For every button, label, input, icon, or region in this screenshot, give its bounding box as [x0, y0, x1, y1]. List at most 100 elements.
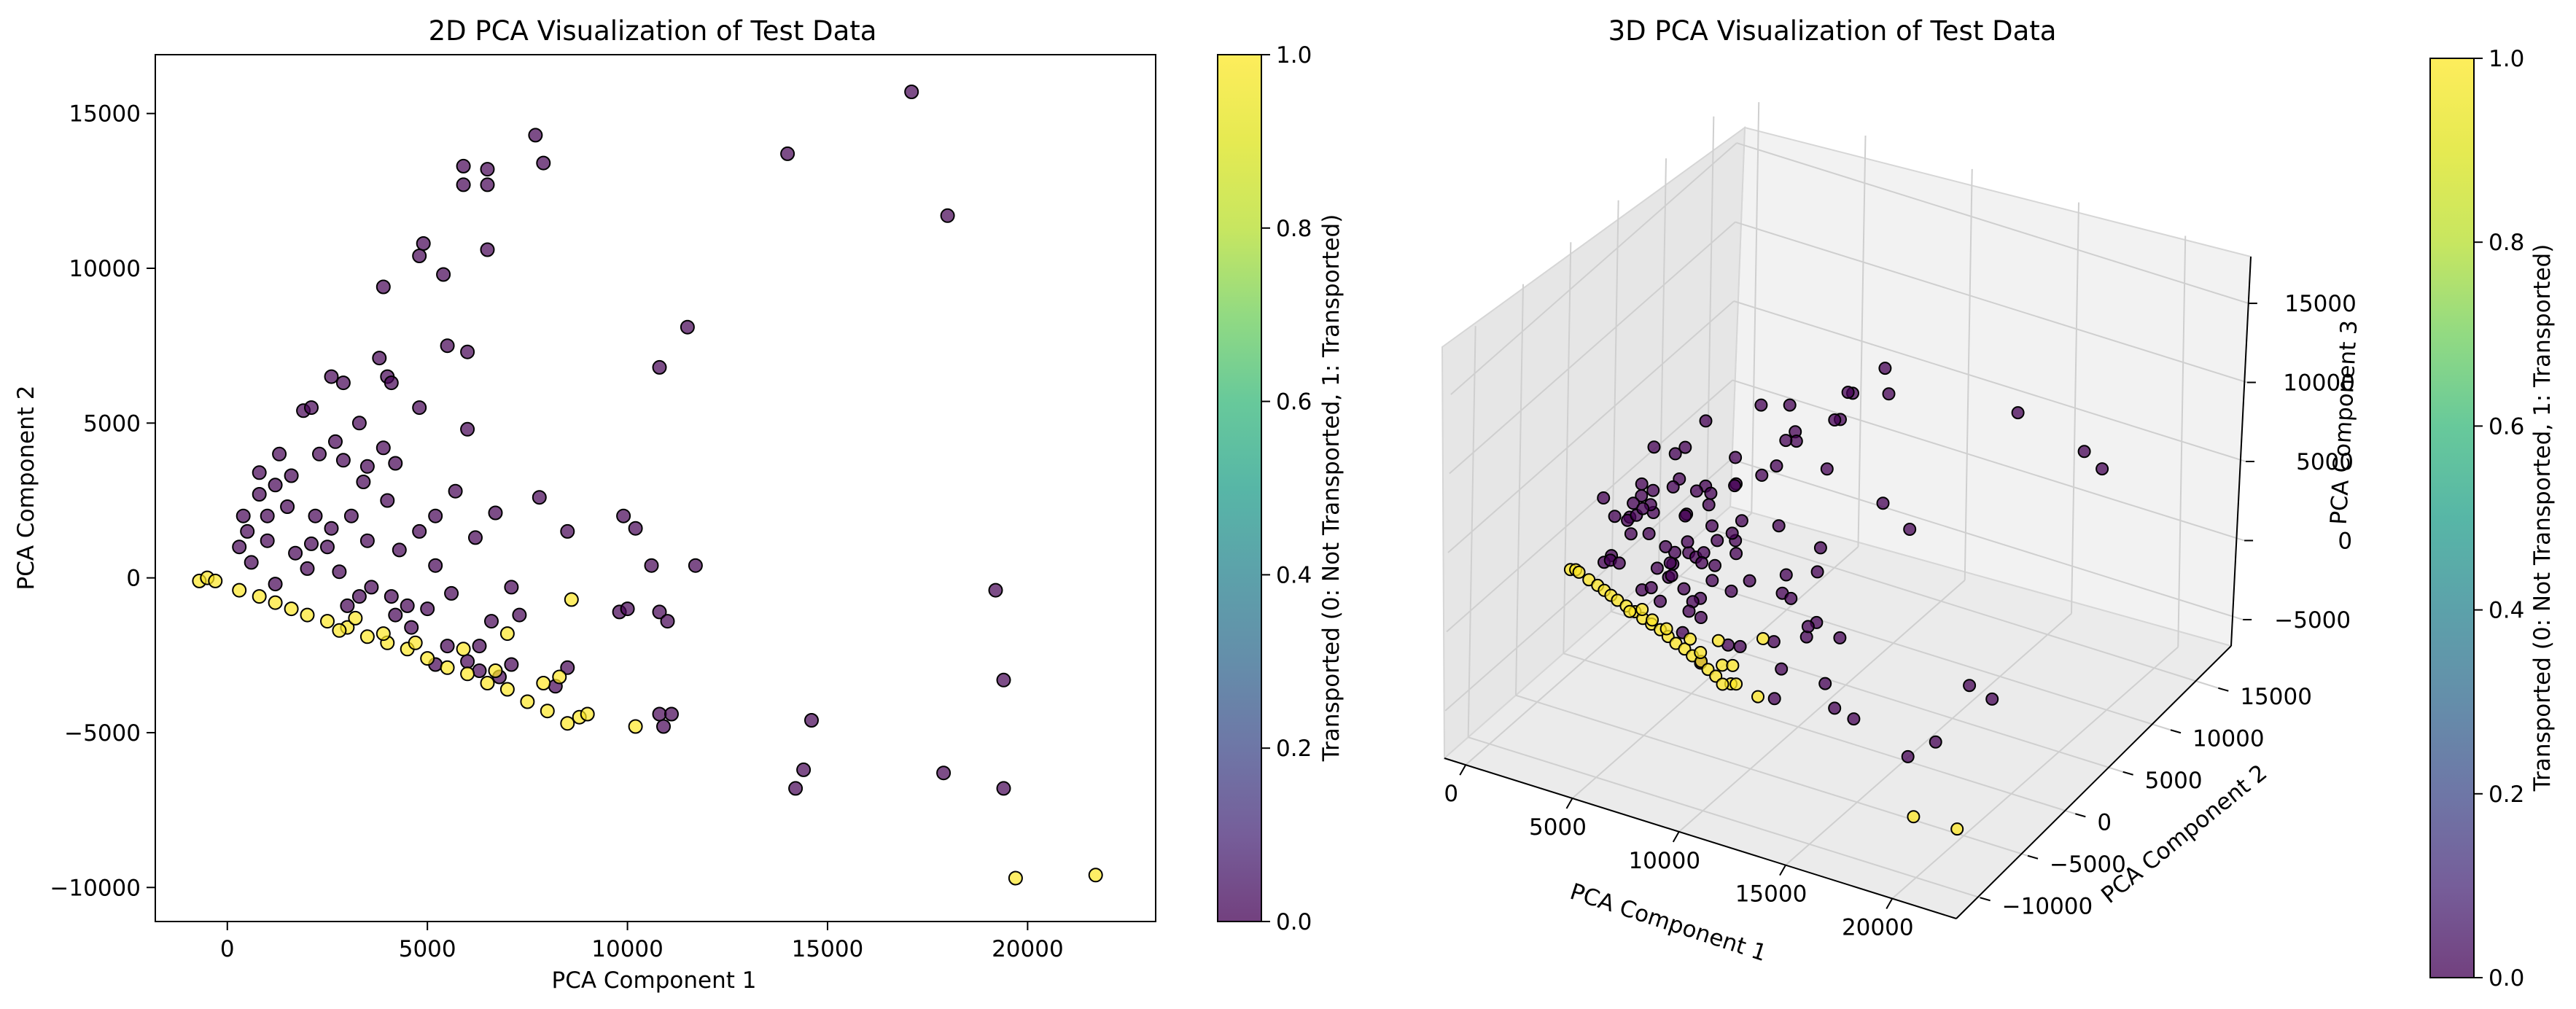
point-2d-not-transported [528, 128, 543, 143]
point-2d-not-transported [936, 765, 952, 781]
gridline [1733, 300, 2246, 462]
point-3d-not-transported [1985, 692, 1999, 706]
x3-tick-label: 0 [1444, 781, 1458, 807]
gridline [1515, 694, 2028, 857]
point-2d-transported [564, 592, 579, 607]
point-2d-not-transported [512, 607, 527, 623]
z3-tick-label: 0 [2338, 528, 2352, 554]
axis-3d-z-line [2230, 256, 2252, 647]
point-3d-not-transported [1929, 735, 1942, 749]
point-2d-transported [420, 651, 435, 666]
point-3d-not-transported [1755, 468, 1769, 482]
chart-3d-points [1563, 362, 2109, 836]
point-3d-not-transported [1724, 584, 1738, 598]
x3-tick-mark [1672, 831, 1680, 843]
point-3d-not-transported [1733, 639, 1747, 653]
colorbar-tick-label: 0.4 [2489, 598, 2524, 624]
point-3d-not-transported [1767, 692, 1781, 706]
point-3d-not-transported [1702, 498, 1716, 512]
y3-tick-label: 0 [2097, 809, 2112, 835]
y-tick-label: −5000 [64, 720, 141, 747]
x3-tick-mark [1565, 798, 1573, 809]
point-3d-not-transported [2077, 445, 2091, 459]
point-2d-not-transported [372, 351, 387, 366]
point-3d-not-transported [1695, 556, 1708, 569]
point-2d-not-transported [472, 663, 487, 678]
point-2d-not-transported [332, 564, 347, 580]
gridline [1450, 142, 1738, 395]
point-3d-not-transported [1729, 547, 1743, 561]
point-2d-transported [552, 669, 567, 685]
point-3d-not-transported [2011, 406, 2025, 420]
point-2d-not-transported [308, 508, 323, 523]
colorbar-tick-label: 0.6 [2489, 413, 2524, 440]
gridline [1447, 300, 1735, 553]
point-2d-not-transported [480, 177, 495, 192]
point-2d-transported [408, 635, 423, 650]
colorbar-3d-frame [2429, 58, 2475, 978]
point-2d-not-transported [412, 400, 427, 416]
chart-2d-y-ticks: −10000 −5000 0 5000 10000 15000 [50, 101, 155, 901]
point-3d-not-transported [1654, 594, 1667, 608]
point-2d-not-transported [335, 453, 351, 468]
point-3d-transported [1623, 604, 1637, 618]
point-3d-not-transported [1624, 527, 1638, 541]
point-2d-not-transported [252, 465, 267, 480]
point-2d-transported [560, 716, 575, 731]
point-3d-not-transported [1663, 556, 1677, 570]
point-2d-not-transported [652, 604, 667, 620]
point-3d-transported [1711, 634, 1725, 647]
point-3d-transported [1729, 677, 1743, 691]
point-3d-not-transported [1678, 440, 1692, 454]
point-3d-not-transported [1876, 496, 1890, 510]
point-2d-not-transported [252, 487, 267, 502]
point-2d-not-transported [304, 536, 319, 551]
z3-tick-label: −5000 [2274, 607, 2351, 634]
point-2d-not-transported [240, 523, 255, 539]
point-2d-not-transported [644, 558, 659, 573]
x-tick-label: 5000 [399, 936, 456, 962]
point-2d-transported [480, 676, 495, 690]
point-2d-not-transported [304, 400, 319, 416]
point-2d-not-transported [456, 177, 471, 192]
x-tick-label: 10000 [591, 936, 664, 962]
point-2d-not-transported [532, 490, 547, 505]
y3-tick-mark [2075, 813, 2086, 818]
point-3d-not-transported [1708, 558, 1721, 572]
z3-tick-label: 5000 [2296, 449, 2354, 475]
gridline [1891, 646, 2179, 900]
y3-tick-mark [2122, 771, 2133, 776]
point-3d-transported [1572, 565, 1586, 579]
chart-3d-z-axis-label: PCA Component 3 [2326, 319, 2363, 525]
point-2d-not-transported [328, 434, 343, 449]
point-3d-not-transported [1828, 701, 1842, 715]
point-2d-not-transported [460, 421, 475, 437]
point-3d-not-transported [1878, 362, 1892, 375]
point-2d-not-transported [456, 158, 471, 174]
point-2d-not-transported [656, 719, 671, 734]
point-2d-not-transported [384, 589, 399, 604]
axis-3d-y-line [1956, 645, 2232, 919]
chart-2d-title: 2D PCA Visualization of Test Data [429, 15, 877, 47]
point-3d-transported [1635, 603, 1649, 616]
colorbar-tick-label: 0.8 [1276, 216, 1312, 242]
point-2d-not-transported [652, 359, 667, 375]
gridline [1468, 736, 1980, 899]
point-2d-not-transported [468, 530, 483, 545]
gridline [1449, 221, 1736, 475]
point-2d-not-transported [351, 416, 367, 431]
point-2d-transported [300, 607, 315, 623]
chart-2d-points [192, 85, 1103, 886]
point-2d-not-transported [335, 375, 351, 391]
colorbar-3d: 0.0 0.2 0.4 0.6 0.8 1.0 Transported (0: Not T… [2429, 46, 2556, 992]
point-3d-not-transported [1681, 535, 1694, 549]
point-2d-not-transported [404, 620, 419, 635]
point-2d-not-transported [460, 344, 475, 359]
axis-3d-x-line [1444, 757, 1957, 919]
gridline [1658, 569, 2171, 731]
point-2d-transported [284, 601, 299, 617]
point-2d-not-transported [996, 672, 1011, 687]
point-3d-not-transported [1901, 749, 1915, 763]
point-2d-not-transported [652, 706, 667, 722]
point-3d-not-transported [1784, 591, 1798, 605]
